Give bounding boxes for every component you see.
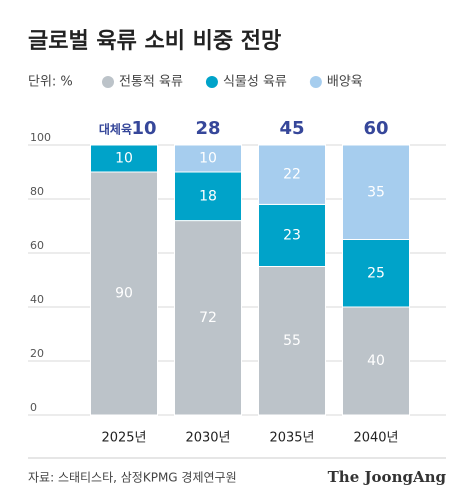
total-label: 28 (195, 118, 220, 139)
bar-segment (258, 203, 326, 267)
value-label: 10 (115, 151, 133, 167)
total-label: 60 (363, 118, 388, 139)
y-tick-label: 60 (30, 239, 44, 252)
value-label: 55 (283, 333, 301, 349)
bar-segment (258, 144, 326, 205)
bar-segment (342, 239, 410, 308)
total-label: 10 (131, 118, 156, 139)
x-tick-label: 2035년 (269, 431, 314, 446)
bar-segment (174, 220, 242, 416)
legend-label: 배양육 (327, 75, 363, 90)
legend-swatch (205, 76, 218, 88)
x-tick-label: 2025년 (101, 431, 146, 446)
x-tick-label: 2030년 (185, 431, 230, 446)
value-label: 90 (115, 286, 133, 302)
value-label: 35 (367, 184, 385, 200)
x-tick-label: 2040년 (353, 431, 398, 446)
bar-segment (258, 266, 326, 416)
bar-segment (342, 306, 410, 416)
chart-title: 글로벌 육류 소비 비중 전망 (28, 29, 281, 54)
y-tick-label: 40 (30, 293, 44, 306)
bar-segment (90, 144, 158, 173)
legend-swatch (102, 76, 114, 88)
value-label: 25 (367, 265, 385, 281)
value-label: 10 (199, 151, 217, 167)
value-label: 18 (199, 188, 217, 204)
value-label: 72 (199, 310, 217, 326)
brand: The JoongAng (328, 468, 447, 486)
total-caption: 대체육 (99, 122, 132, 137)
legend-label: 전통적 육류 (119, 75, 183, 90)
bar-segment (174, 171, 242, 222)
y-tick-label: 80 (30, 185, 44, 198)
total-label: 45 (279, 118, 304, 139)
legend-label: 식물성 육류 (223, 75, 287, 90)
bar-segment (174, 144, 242, 173)
unit-label: 단위: % (28, 75, 73, 90)
legend-swatch (309, 76, 322, 88)
value-label: 40 (367, 353, 385, 369)
source: 자료: 스태티스타, 삼정KPMG 경제연구원 (28, 471, 237, 485)
y-tick-label: 20 (30, 347, 44, 360)
y-tick-label: 0 (30, 401, 37, 414)
value-label: 23 (283, 227, 301, 243)
bar-segment (342, 144, 410, 240)
value-label: 22 (283, 167, 301, 183)
bar-segment (90, 171, 158, 416)
y-tick-label: 100 (30, 131, 51, 144)
